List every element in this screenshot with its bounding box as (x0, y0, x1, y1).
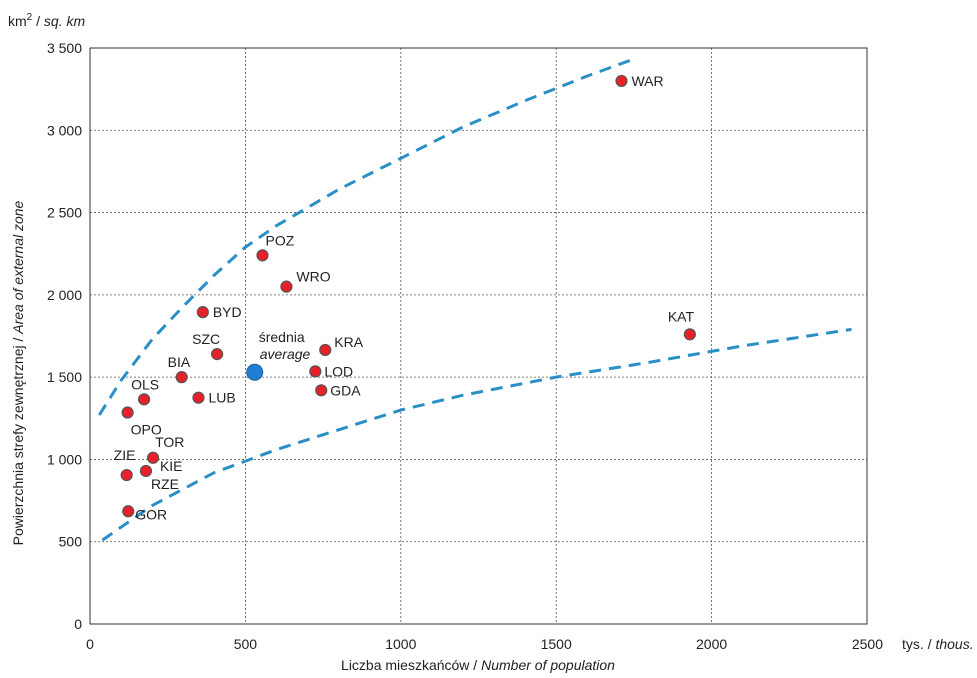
x-axis-label: Liczba mieszkańców / Number of populatio… (341, 657, 615, 673)
point-label: WRO (296, 269, 330, 285)
data-point (192, 391, 205, 404)
point-label: ZIE (114, 447, 136, 463)
data-point (120, 468, 133, 482)
data-point (137, 393, 151, 406)
tick-labels: 0 500 1 000 1 500 2 000 2 500 3 000 3 500 0 500 10… (47, 40, 883, 652)
data-point (175, 371, 188, 384)
y-unit-label: km2 / sq. km (8, 12, 85, 29)
plot-frame (89, 47, 868, 625)
point-label: OPO (131, 422, 162, 438)
point-label: WAR (631, 73, 663, 89)
point-label: POZ (265, 232, 294, 248)
x-tick-label: 500 (234, 636, 258, 652)
data-points: WAR KAT POZ WRO BYD SZC KRA LOD GDA BIA LUB OLS OPOT… (114, 73, 696, 522)
data-point (683, 328, 696, 341)
data-point (146, 451, 160, 464)
point-label: KAT (668, 308, 695, 324)
data-point (122, 505, 135, 518)
x-tick-label: 2000 (696, 636, 727, 652)
y-tick-label: 500 (59, 534, 83, 550)
point-label: SZC (192, 331, 220, 347)
point-label: BIA (168, 354, 191, 370)
trend-line-upper (98, 56, 638, 416)
y-tick-label: 2 500 (47, 205, 82, 221)
data-point (211, 348, 224, 361)
y-tick-label: 3 500 (47, 40, 82, 56)
plot-border (89, 47, 868, 625)
y-tick-label: 1 000 (47, 451, 82, 467)
data-point (309, 365, 322, 378)
data-point (256, 249, 269, 262)
data-point (121, 406, 134, 419)
point-label: KRA (334, 334, 363, 350)
y-tick-label: 1 500 (47, 369, 82, 385)
point-label: TOR (155, 434, 184, 450)
x-tick-label: 1000 (385, 636, 416, 652)
y-tick-label: 3 000 (47, 122, 82, 138)
data-point (139, 464, 153, 478)
point-label: BYD (213, 304, 242, 320)
y-tick-label: 0 (74, 616, 82, 632)
trend-lines (98, 56, 852, 542)
y-axis-label: Powierzchnia strefy zewnętrznej / Area o… (10, 200, 26, 545)
data-point (280, 280, 293, 293)
x-tick-label: 2500 (852, 636, 883, 652)
average-label-alt: average (260, 346, 311, 362)
x-unit-label: tys. / thous. (902, 636, 974, 652)
point-label: LOD (324, 363, 353, 379)
data-point (315, 384, 328, 397)
point-label: GDA (330, 382, 361, 398)
point-label: GOR (135, 506, 167, 522)
x-tick-label: 1500 (541, 636, 572, 652)
point-label: LUB (208, 390, 235, 406)
data-point (615, 74, 628, 88)
data-point (319, 343, 332, 357)
trend-line-lower (101, 327, 852, 542)
y-tick-label: 2 000 (47, 287, 82, 303)
average-point (246, 363, 264, 381)
average-label: średnia (259, 329, 305, 345)
x-tick-label: 0 (86, 636, 94, 652)
point-label: OLS (131, 376, 159, 392)
data-point (196, 306, 209, 319)
point-label: KIE (160, 458, 183, 474)
point-label: RZE (151, 476, 179, 492)
